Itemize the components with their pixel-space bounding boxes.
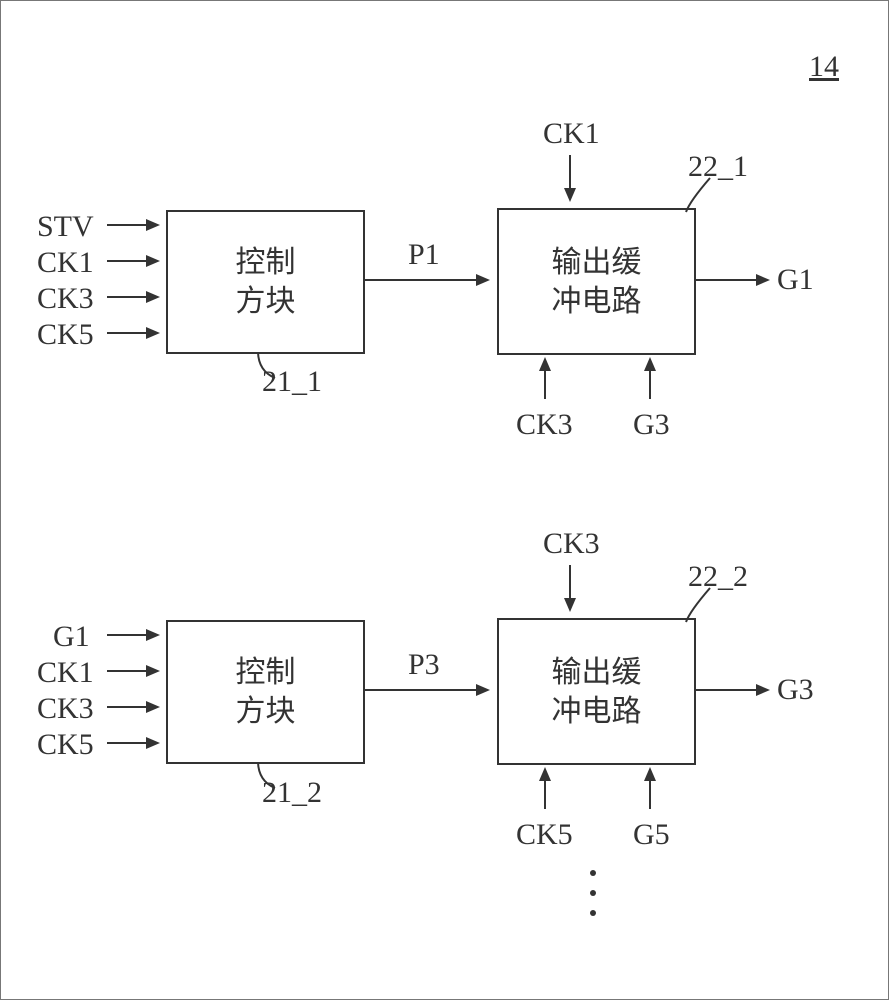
buf-out-label-0: G1 (777, 263, 814, 297)
mid-signal-label-1: P3 (408, 648, 440, 682)
control-block-ref-1: 21_2 (262, 776, 322, 810)
ctrl-input-label-0-1: CK1 (37, 246, 94, 280)
buf-bot-in-a-label-0: CK3 (516, 408, 573, 442)
ctrl-input-label-1-2: CK3 (37, 692, 94, 726)
mid-signal-label-0: P1 (408, 238, 440, 272)
output-buffer-ref-0: 22_1 (688, 150, 748, 184)
ctrl-input-label-1-1: CK1 (37, 656, 94, 690)
buf-top-in-label-0: CK1 (543, 117, 600, 151)
ctrl-input-label-0-3: CK5 (37, 318, 94, 352)
buf-bot-in-b-label-1: G5 (633, 818, 670, 852)
output-buffer-ref-1: 22_2 (688, 560, 748, 594)
ctrl-input-label-0-2: CK3 (37, 282, 94, 316)
buf-top-in-label-1: CK3 (543, 527, 600, 561)
buf-bot-in-b-label-0: G3 (633, 408, 670, 442)
ctrl-input-label-1-0: G1 (53, 620, 90, 654)
control-block-ref-0: 21_1 (262, 365, 322, 399)
ctrl-input-label-1-3: CK5 (37, 728, 94, 762)
ctrl-input-label-0-0: STV (37, 210, 94, 244)
arrows-layer (0, 0, 889, 1000)
buf-bot-in-a-label-1: CK5 (516, 818, 573, 852)
continuation-ellipsis (590, 870, 596, 916)
buf-out-label-1: G3 (777, 673, 814, 707)
